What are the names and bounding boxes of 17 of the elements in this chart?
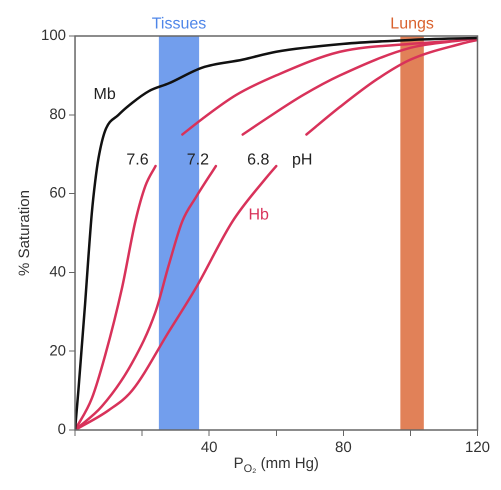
annotation: pH (292, 151, 312, 168)
annotation: Hb (248, 206, 269, 224)
series-label: Mb (94, 86, 116, 104)
x-tick-label: 40 (200, 439, 218, 456)
y-tick-label: 60 (49, 184, 66, 202)
y-tick-label: 0 (58, 421, 66, 438)
x-tick-label: 80 (334, 439, 352, 456)
y-tick-label: 20 (49, 342, 66, 360)
series-label: 7.6 (126, 151, 149, 168)
y-axis-title: % Saturation (16, 190, 34, 276)
band-label: Lungs (390, 15, 434, 32)
y-tick-label: 100 (40, 27, 66, 44)
band-label: Tissues (152, 15, 206, 32)
series-label: 6.8 (247, 151, 270, 168)
y-tick-label: 40 (49, 264, 66, 281)
x-tick-label: 120 (464, 439, 490, 456)
y-tick-label: 80 (49, 106, 66, 123)
